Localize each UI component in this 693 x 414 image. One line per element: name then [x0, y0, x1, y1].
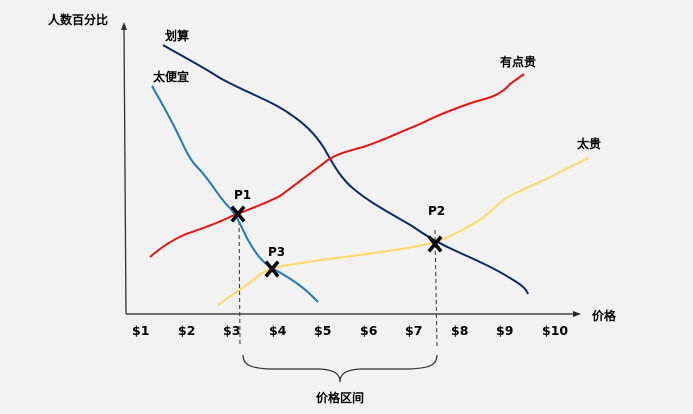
p1-dashed-line — [238, 213, 241, 347]
tick: $9 — [496, 323, 513, 338]
p1-marker-icon — [230, 205, 246, 223]
tick: $1 — [132, 323, 149, 338]
too-expensive-curve — [217, 157, 589, 306]
x-axis-arrow-icon — [573, 311, 581, 317]
too-expensive-label: 太贵 — [577, 136, 601, 151]
tick: $10 — [542, 323, 568, 338]
bit-expensive-label: 有点贵 — [500, 54, 536, 69]
p2-marker-icon — [427, 235, 443, 253]
p2-dashed-line — [434, 229, 438, 347]
tick: $4 — [269, 323, 287, 338]
tick: $8 — [451, 323, 468, 338]
too-cheap-label: 太便宜 — [153, 69, 189, 84]
tick: $7 — [405, 323, 422, 338]
bit-expensive-curve — [149, 73, 525, 258]
y-axis-label: 人数百分比 — [48, 12, 108, 27]
tick: $6 — [360, 323, 378, 338]
good-value-curve — [162, 44, 529, 295]
price-range-label: 价格区间 — [316, 390, 364, 405]
tick: $5 — [314, 323, 331, 338]
p1-label: P1 — [234, 188, 251, 202]
x-ticks: $1 $2 $3 $4 $5 $6 $7 $8 $9 $10 — [132, 323, 568, 338]
y-axis — [123, 27, 127, 315]
price-range-brace — [242, 354, 438, 383]
y-axis-arrow-icon — [121, 22, 127, 30]
tick: $3 — [223, 323, 240, 338]
p3-label: P3 — [268, 245, 285, 259]
p2-label: P2 — [428, 204, 445, 218]
x-axis-label: 价格 — [592, 308, 617, 323]
p3-marker-icon — [264, 260, 280, 278]
good-value-label: 划算 — [165, 28, 189, 43]
axes — [121, 22, 581, 317]
tick: $2 — [178, 323, 195, 338]
